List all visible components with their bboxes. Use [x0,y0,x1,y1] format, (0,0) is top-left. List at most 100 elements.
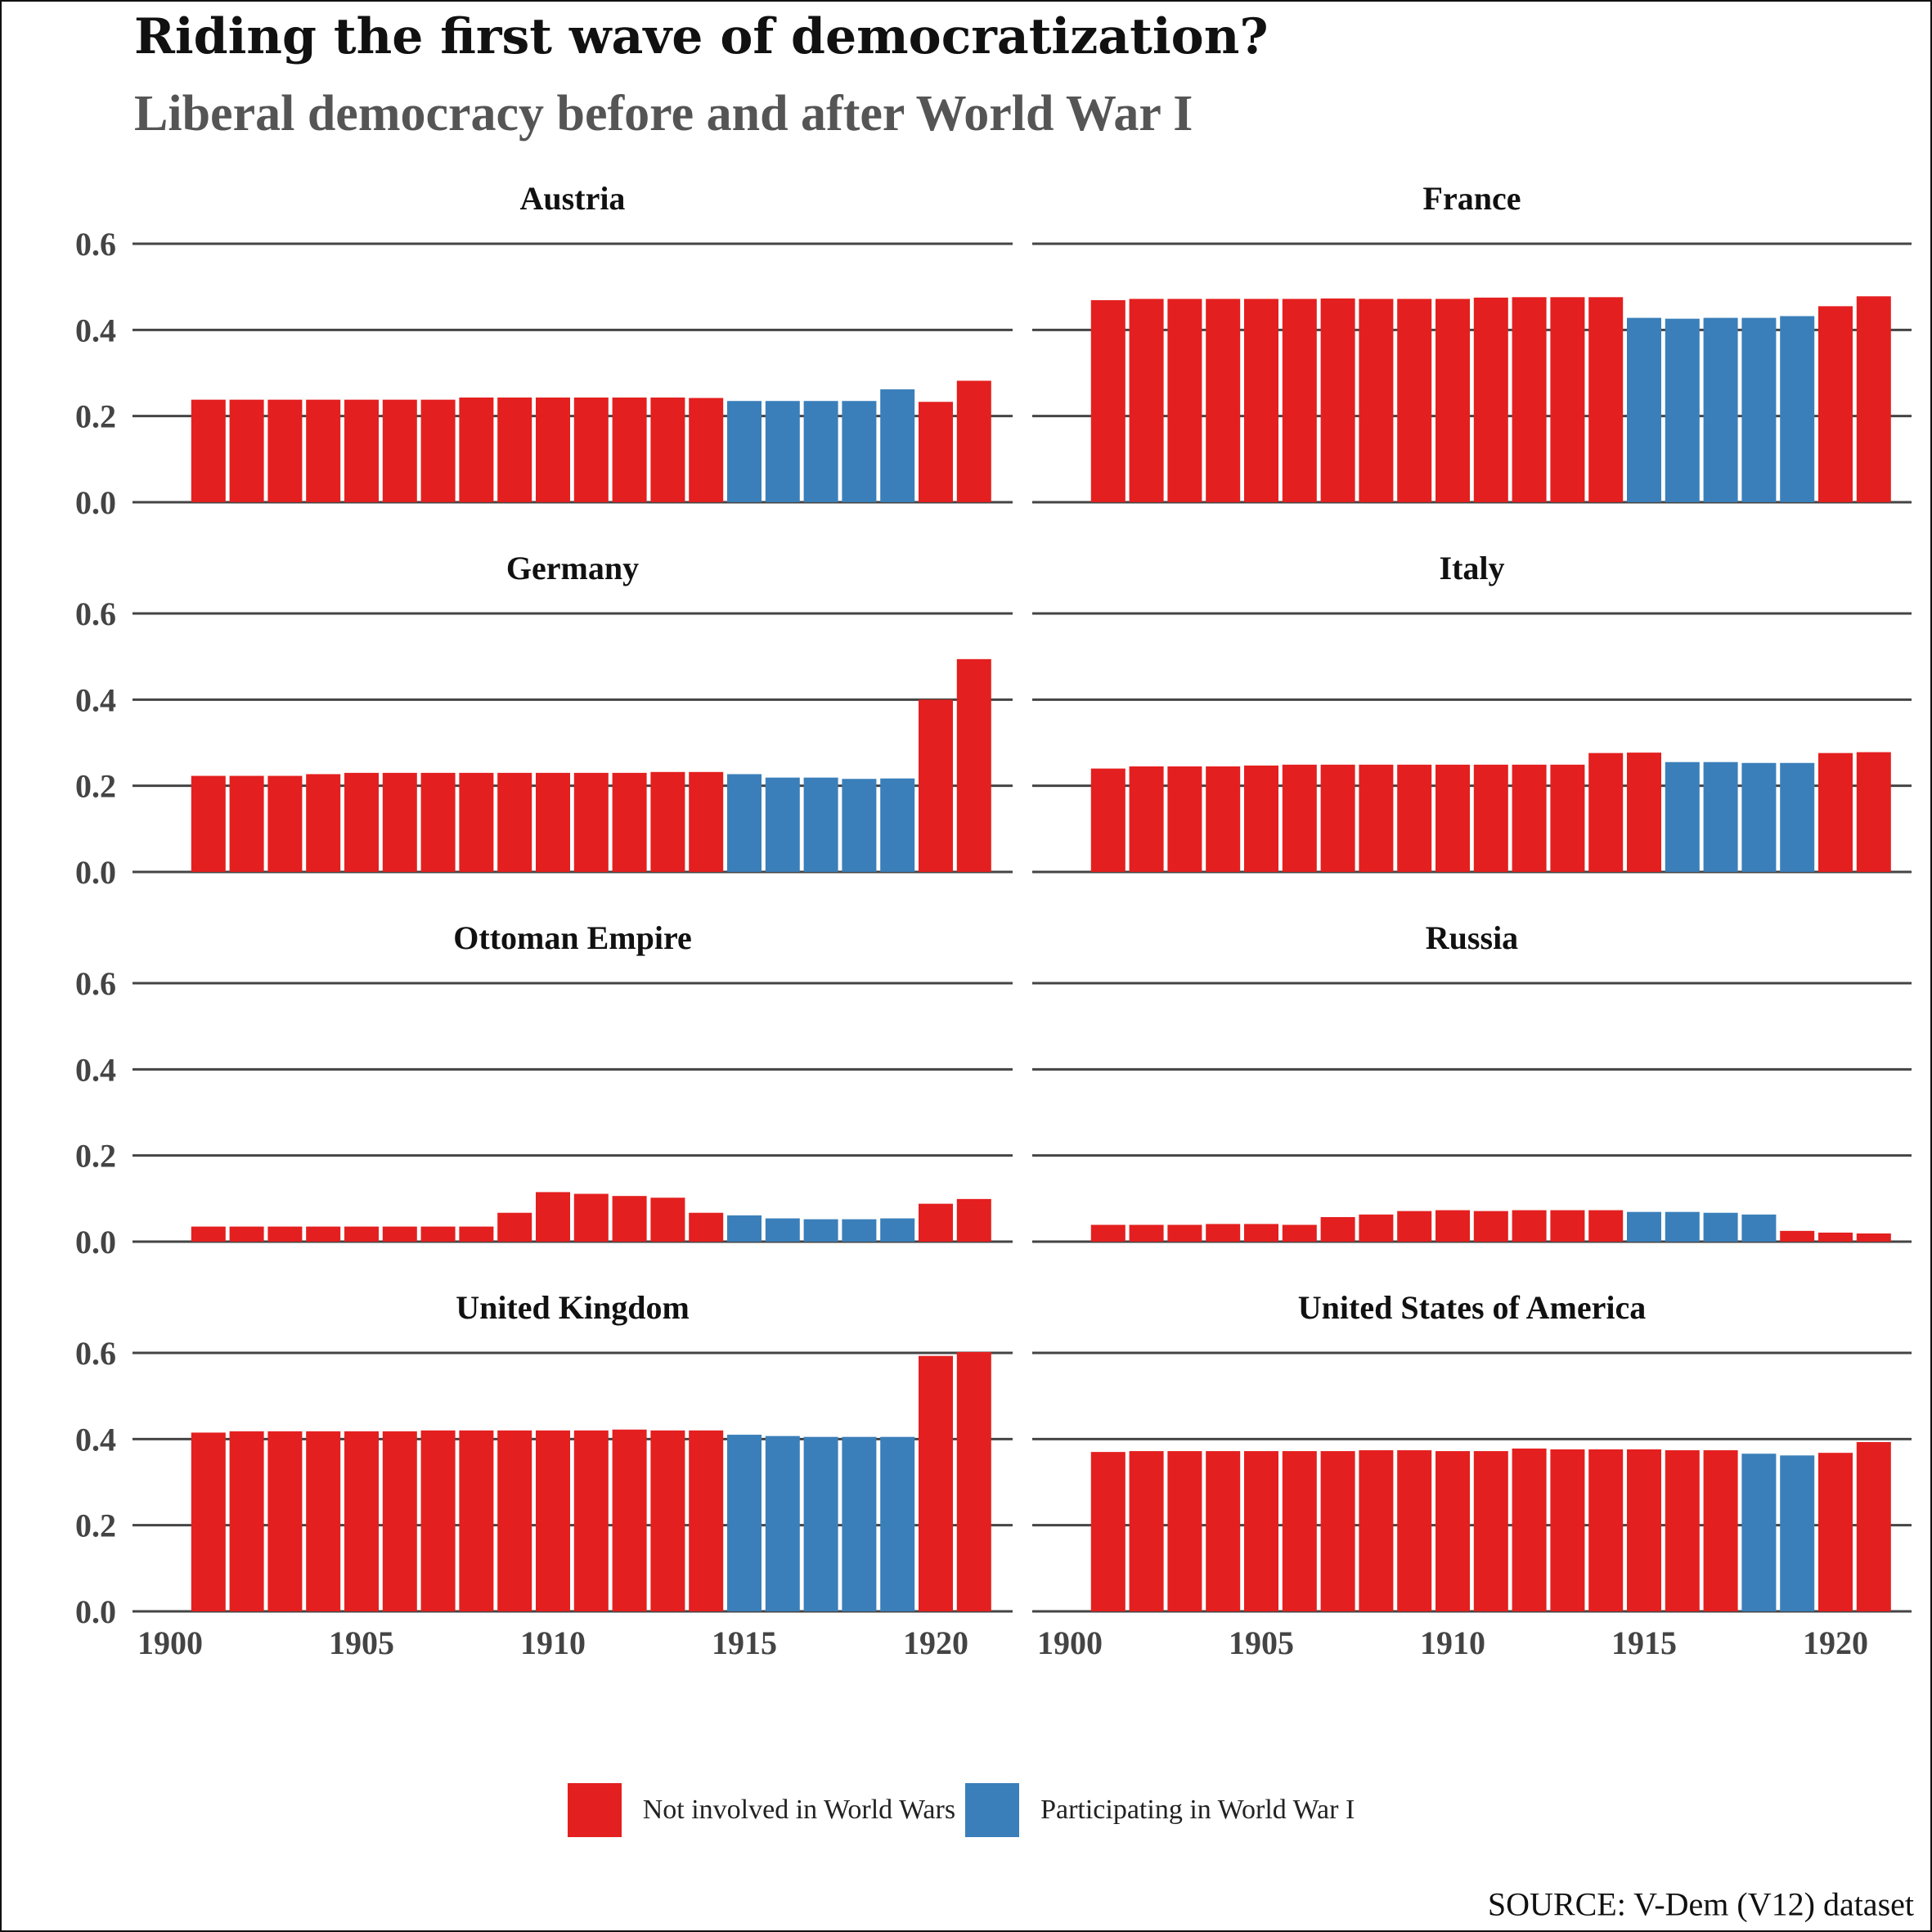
bar-1919 [880,389,915,502]
bar-1915 [727,774,762,872]
bar-1907 [1320,764,1355,872]
bar-1909 [1397,299,1432,502]
x-tick-label: 1920 [1803,1624,1868,1661]
bar-1902 [1129,1224,1164,1242]
bar-1919 [1780,1455,1815,1611]
bar-1911 [573,1193,609,1242]
y-tick-label: 0.6 [75,1335,116,1372]
bar-1920 [1818,1232,1853,1242]
bar-1901 [191,399,226,502]
bar-1914 [1588,753,1624,872]
panel-title: Ottoman Empire [453,919,691,956]
bar-1913 [1550,1449,1585,1611]
bar-1921 [956,380,991,502]
bar-1920 [919,1203,953,1242]
bar-1919 [1780,316,1815,502]
panel-title: United Kingdom [456,1289,690,1326]
bars [1090,296,1891,502]
bar-1919 [1780,1230,1815,1242]
bar-1905 [344,772,379,872]
bar-1914 [689,771,724,872]
panel-title: France [1423,180,1521,217]
legend-item-ww1: Participating in World War I [965,1783,1355,1837]
bar-1916 [1665,762,1700,872]
bar-1906 [1282,299,1317,502]
bar-1906 [1282,764,1317,872]
bars [191,1351,991,1611]
bar-1919 [1780,762,1815,872]
bar-1902 [1129,1451,1164,1611]
bar-1905 [344,1431,379,1611]
bar-1918 [1741,317,1777,502]
bar-1913 [1550,297,1585,502]
bar-1910 [536,1430,570,1611]
legend-label-ww1: Participating in World War I [1040,1795,1355,1825]
y-tick-label: 0.6 [75,226,116,263]
panel-united-kingdom: United Kingdom 0.0 0.2 0.4 0.6 1900 1905 1910 19… [75,1289,1013,1661]
bar-1914 [689,1212,724,1242]
bars [1090,1442,1891,1611]
x-tick-label: 1915 [712,1624,777,1661]
bar-1921 [1856,1442,1891,1611]
bar-1915 [1627,1211,1661,1242]
bar-1920 [919,402,953,502]
source-note: SOURCE: V-Dem (V12) dataset [1487,1885,1914,1923]
bar-1910 [1436,299,1470,502]
bar-1916 [765,1218,800,1242]
bar-1915 [1627,753,1661,872]
bar-1911 [1473,764,1508,872]
y-tick-label: 0.0 [75,854,116,891]
bar-1919 [880,1218,915,1242]
bar-1902 [1129,766,1164,872]
bar-1911 [1473,1211,1508,1242]
x-tick-label: 1910 [520,1624,586,1661]
bars [191,380,991,502]
y-tick-label: 0.4 [75,1051,116,1088]
bar-1920 [919,699,953,872]
bar-1906 [1282,1451,1317,1611]
bar-1909 [497,1212,532,1242]
legend-label-not-involved: Not involved in World Wars [642,1795,956,1825]
bar-1901 [191,1432,226,1611]
bar-1902 [229,1431,264,1611]
bar-1906 [1282,1224,1317,1242]
bar-1914 [1588,1210,1624,1242]
bar-1911 [573,398,609,502]
panel-title: Austria [520,180,626,217]
panel-title: Italy [1440,550,1505,586]
legend-swatch-not-involved [567,1783,622,1837]
bar-1903 [267,1431,303,1611]
bar-1908 [1359,764,1394,872]
bar-1901 [1090,1452,1126,1611]
bar-1915 [727,1435,762,1611]
bar-1914 [689,398,724,502]
bar-1912 [612,772,647,872]
bar-1907 [420,1430,456,1611]
y-tick-label: 0.6 [75,595,116,632]
bar-1904 [1206,1224,1241,1242]
y-tick-label: 0.6 [75,965,116,1002]
bar-1901 [1090,768,1126,872]
bar-1906 [382,772,417,872]
bar-1906 [382,1226,417,1242]
bar-1908 [1359,1450,1394,1611]
bar-1921 [956,1198,991,1242]
bar-1908 [459,1226,494,1242]
bar-1920 [1818,1453,1853,1611]
bar-1912 [612,398,647,502]
bar-1913 [650,1430,685,1611]
chart-subtitle: Liberal democracy before and after World… [134,86,1193,142]
bar-1905 [1244,1451,1278,1611]
bar-1902 [229,775,264,872]
bar-1909 [497,1430,532,1611]
panel-title: Germany [506,550,639,586]
bar-1920 [1818,306,1853,502]
bar-1910 [536,1192,570,1242]
bar-1909 [497,398,532,502]
bar-1918 [842,1436,877,1611]
bar-1915 [727,401,762,502]
bar-1908 [459,398,494,502]
bar-1917 [803,1436,838,1611]
bar-1918 [842,1219,877,1242]
